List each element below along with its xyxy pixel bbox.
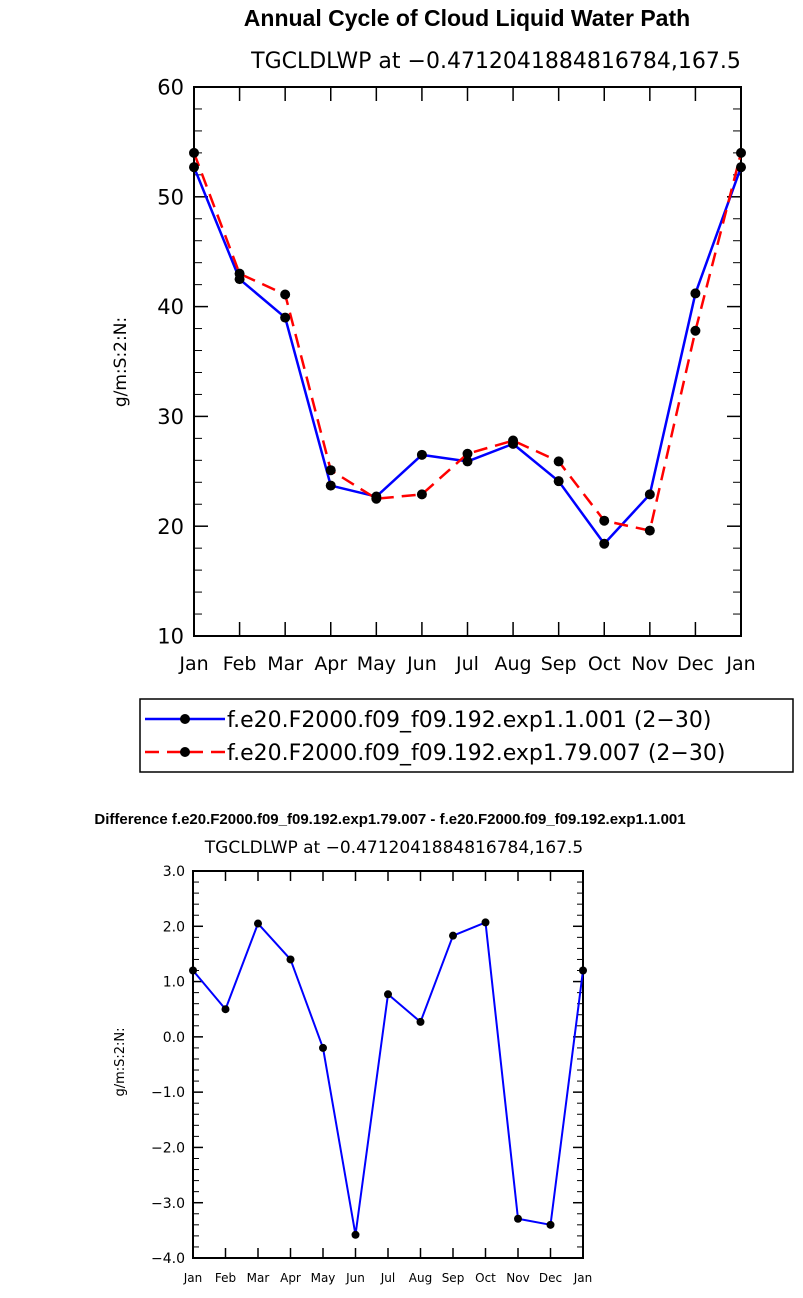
chart2-xtick-label: Aug (409, 1271, 432, 1285)
chart1-xtick-label: Jan (178, 653, 208, 675)
chart1-xtick-label: Oct (588, 653, 621, 675)
chart2-xtick-label: Mar (247, 1271, 270, 1285)
chart1-ytick-label: 60 (157, 76, 184, 100)
chart2-ytick-label: 0.0 (163, 1030, 185, 1046)
chart1-ytick-label: 10 (157, 625, 184, 649)
chart1-ytick-label: 30 (157, 405, 184, 429)
chart1-series-1-point (690, 288, 701, 299)
chart1-series-2-point (416, 489, 427, 500)
chart2-series-1-point (221, 1005, 230, 1014)
chart2-series-1-point (319, 1043, 327, 1052)
chart1-series-2-point (644, 525, 655, 536)
chart1-xtick-label: Sep (541, 653, 577, 675)
chart2-ytick-label: −2.0 (151, 1140, 185, 1156)
chart1-ytick-label: 20 (157, 515, 184, 539)
chart2-xtick-label: Feb (215, 1271, 236, 1285)
chart2-ylabel: g/m:S:2:N: (113, 1027, 128, 1096)
chart1-xtick-label: Nov (631, 653, 668, 675)
chart2-series-1-point (579, 966, 587, 975)
chart1-plot: 10 20 30 40 50 60 Jan Feb Mar Apr May Jun Jul Aug Sep O… (157, 76, 755, 675)
chart2-xtick-label: Jan (183, 1271, 203, 1285)
chart2-series-1-point (546, 1220, 555, 1229)
chart2-series-1-point (514, 1214, 522, 1223)
chart2-title: Difference f.e20.F2000.f09_f09.192.exp1.… (94, 811, 685, 828)
chart1-xtick-label: Jan (725, 653, 755, 675)
chart2-xtick-label: May (311, 1271, 336, 1285)
chart1-series-2-point (325, 465, 336, 476)
chart1-series-1-point (736, 162, 746, 173)
chart1-subtitle: TGCLDLWP at −0.4712041884816784,167.5 (250, 49, 741, 74)
chart1-xtick-label: Jul (455, 653, 479, 675)
chart1-series-2-point (690, 325, 701, 336)
chart1-xtick-label: Aug (495, 653, 532, 675)
chart2-plot-frame (192, 870, 584, 1259)
chart1-series-line-1 (192, 166, 743, 546)
chart1-series-2-point (599, 515, 610, 526)
chart2-series-1-point (416, 1017, 425, 1026)
chart1-series-2-point (736, 147, 746, 158)
chart1-series-1-point (644, 489, 655, 500)
chart1-series-1-point (599, 538, 610, 549)
chart2-ytick-label: −1.0 (151, 1085, 185, 1101)
chart2-xtick-label: Jul (380, 1271, 395, 1285)
chart2-xtick-label: Oct (475, 1271, 496, 1285)
legend-box (139, 698, 794, 773)
chart2-series-1-point (481, 918, 490, 927)
chart2-subtitle: TGCLDLWP at −0.4712041884816784,167.5 (204, 838, 583, 858)
chart1-plot-frame (193, 86, 742, 637)
chart1-legend: f.e20.F2000.f09_f09.192.exp1.1.001 (2−30… (139, 698, 794, 773)
chart2-xtick-label: Sep (442, 1271, 465, 1285)
chart2-series-1-point (449, 931, 457, 940)
chart1-ytick-label: 40 (157, 295, 184, 319)
chart2-plot: −4.0 −3.0 −2.0 −1.0 0.0 1.0 2.0 3.0 Jan Feb Mar Apr… (151, 864, 592, 1285)
chart1-series-1-point (280, 312, 291, 323)
chart1-xtick-label: Jun (406, 653, 437, 675)
chart1-ylabel: g/m:S:2:N: (111, 317, 131, 407)
chart2-ytick-label: −3.0 (151, 1196, 185, 1212)
chart1-xtick-label: Dec (677, 653, 714, 675)
chart1-series-line-2 (192, 152, 743, 532)
chart1-series-2-point (371, 493, 382, 504)
chart2-series-1-point (286, 955, 295, 964)
chart2-ytick-label: −4.0 (151, 1251, 185, 1267)
chart2-xtick-label: Nov (506, 1271, 529, 1285)
chart1-xtick-label: Feb (223, 653, 257, 675)
chart1-xtick-label: May (357, 653, 396, 675)
chart2-ytick-label: 3.0 (163, 864, 185, 880)
chart2-xtick-label: Apr (280, 1271, 301, 1285)
chart1-series-2-point (553, 456, 564, 467)
legend-marker-2 (180, 747, 190, 757)
chart2-xtick-label: Dec (539, 1271, 562, 1285)
chart2-series-1-point (189, 966, 197, 975)
chart1-series-2-point (462, 448, 473, 459)
chart2-ytick-label: 1.0 (163, 975, 185, 991)
chart2-series-1-point (351, 1230, 360, 1239)
chart1-series-1-point (189, 162, 199, 173)
chart2-ytick-label: 2.0 (163, 919, 185, 935)
chart1-series-1-point (553, 476, 564, 487)
chart2-series-1-point (384, 990, 392, 999)
chart1-series-1-point (416, 449, 427, 460)
legend-label-1: f.e20.F2000.f09_f09.192.exp1.1.001 (2−30… (227, 708, 711, 733)
chart1-series-2-point (234, 268, 245, 279)
chart1-series-2-point (280, 289, 291, 300)
legend-marker-1 (180, 714, 190, 724)
chart1-ytick-label: 50 (157, 185, 184, 209)
chart2-series-line-1 (192, 921, 584, 1236)
legend-label-2: f.e20.F2000.f09_f09.192.exp1.79.007 (2−3… (227, 741, 725, 766)
chart1-title: Annual Cycle of Cloud Liquid Water Path (244, 5, 690, 31)
chart1-xtick-label: Mar (267, 653, 303, 675)
chart2-series-1-point (254, 919, 262, 928)
chart1-series-1-point (462, 456, 473, 467)
chart1-series-1-point (325, 480, 336, 491)
chart1-series-2-point (508, 435, 519, 446)
chart2-xtick-label: Jan (573, 1271, 593, 1285)
chart2-xtick-label: Jun (345, 1271, 365, 1285)
chart1-xtick-label: Apr (314, 653, 347, 675)
chart1-series-2-point (189, 147, 199, 158)
